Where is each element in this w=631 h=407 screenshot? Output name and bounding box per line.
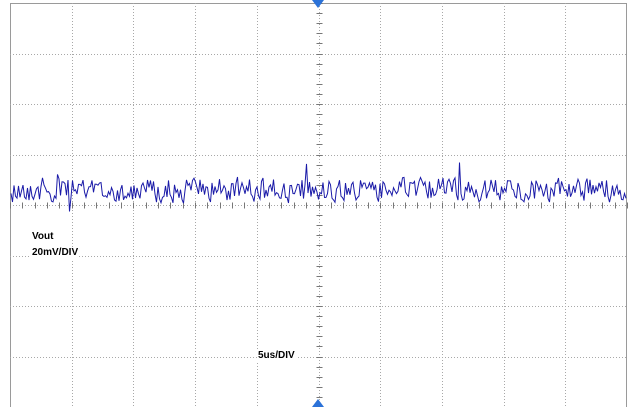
- channel-scale-label: 20mV/DIV: [31, 247, 80, 259]
- trigger-position-marker-top-icon: [312, 0, 324, 8]
- graticule-center-ticks: [10, 3, 628, 398]
- channel-name-label: Vout: [31, 231, 55, 243]
- trigger-position-marker-bottom-icon: [312, 399, 324, 407]
- vout-trace: [10, 162, 627, 212]
- timebase-label: 5us/DIV: [257, 350, 296, 362]
